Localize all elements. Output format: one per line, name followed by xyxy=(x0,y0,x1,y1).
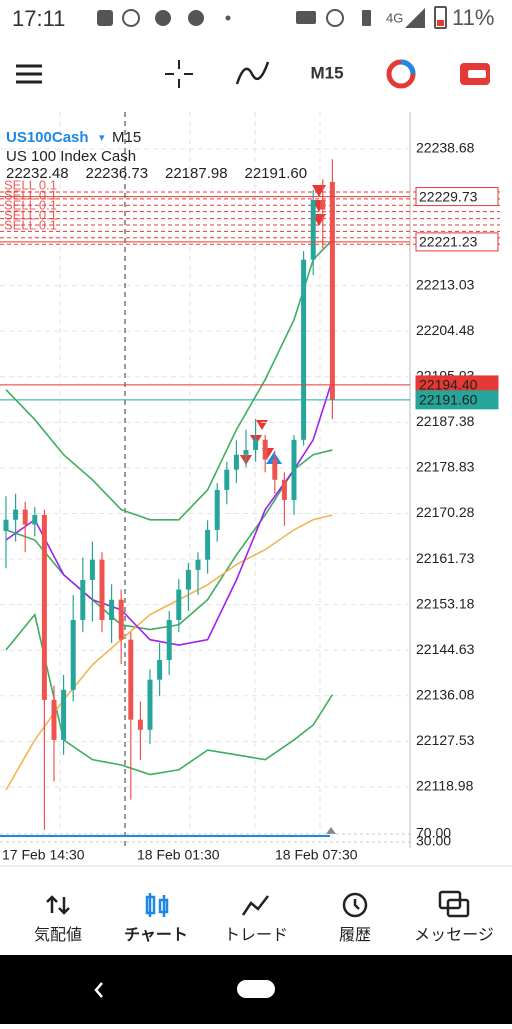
candle-body xyxy=(80,580,86,620)
nav-label[interactable]: 履歴 xyxy=(339,927,371,944)
x-tick-label: 17 Feb 14:30 xyxy=(2,847,85,863)
y-tick-label: 22118.98 xyxy=(416,778,474,794)
account-button[interactable] xyxy=(460,63,490,85)
nav-label[interactable]: チャート xyxy=(124,927,188,944)
nav-label[interactable]: 気配値 xyxy=(34,926,82,944)
price-label: 22221.23 xyxy=(419,234,478,250)
candle-body xyxy=(195,559,201,570)
price-label: 22191.60 xyxy=(419,392,478,408)
quote-value: 22187.98 xyxy=(165,165,228,182)
candle-body xyxy=(157,659,163,680)
menu-button[interactable] xyxy=(16,64,42,84)
candle-body xyxy=(51,699,57,740)
home-button[interactable] xyxy=(237,980,275,998)
y-tick-label: 22178.83 xyxy=(416,459,475,475)
indicator-line xyxy=(5,239,333,521)
candle-body xyxy=(310,199,316,260)
chart xyxy=(59,112,411,848)
quote-value: 22232.48 xyxy=(6,165,69,182)
battery: 11% xyxy=(452,5,494,30)
order-label: SELL 0.1 xyxy=(4,187,57,202)
quote-value: 22191.60 xyxy=(245,165,308,182)
y-tick-label: 22144.63 xyxy=(416,641,475,657)
candle-body xyxy=(109,599,115,620)
x-tick-label: 18 Feb 07:30 xyxy=(275,847,358,863)
buy-marker xyxy=(266,452,282,464)
candle-body xyxy=(22,509,28,525)
candle-body xyxy=(253,439,259,450)
oscillator-label: 30.00 xyxy=(416,833,451,849)
candle-body xyxy=(166,619,172,660)
price-box xyxy=(415,390,499,410)
candle-body xyxy=(118,599,124,640)
candle-body xyxy=(32,514,38,525)
candle-body xyxy=(41,514,47,700)
status-icons xyxy=(97,6,447,29)
network: 4G xyxy=(386,10,403,25)
order-label: SELL 0.1 xyxy=(4,197,57,212)
y-tick-label: 22187.38 xyxy=(416,413,475,429)
candle-body xyxy=(99,559,105,620)
candle-body xyxy=(301,259,307,440)
price-label: 22194.40 xyxy=(419,377,478,393)
clock: 17:11 xyxy=(12,6,65,31)
candle-body xyxy=(3,519,9,531)
y-tick-label: 22161.73 xyxy=(416,550,475,566)
candle-body xyxy=(243,449,249,455)
candle-body xyxy=(13,509,19,520)
candle-body xyxy=(89,559,95,581)
y-tick-label: 22153.18 xyxy=(416,595,475,611)
oscillator-marker xyxy=(326,827,336,834)
candle-body xyxy=(176,589,182,620)
symbol-description: US 100 Index Cash xyxy=(6,148,136,165)
candle-body xyxy=(329,181,335,400)
candle-body xyxy=(61,689,67,740)
price-box xyxy=(415,232,499,252)
candle-body xyxy=(262,439,268,460)
order-label: SELL 0.1 xyxy=(4,177,57,192)
order-label: SELL 0.1 xyxy=(4,207,57,222)
y-tick-label: 22204.48 xyxy=(416,322,475,338)
price-label: 22229.73 xyxy=(419,188,478,204)
timeframe-button[interactable]: M15 xyxy=(310,63,343,82)
crosshair-button[interactable] xyxy=(165,60,193,88)
order-label: SELL 0.1 xyxy=(4,217,57,232)
candle-body xyxy=(137,719,143,730)
candle-body xyxy=(70,619,76,690)
candle-body xyxy=(205,529,211,560)
bottom-nav xyxy=(0,866,512,955)
candle-body xyxy=(224,469,230,490)
quote-value: 22236.73 xyxy=(86,165,149,182)
y-tick-label: 22170.28 xyxy=(416,504,475,520)
candle-body xyxy=(272,459,278,480)
trade-button[interactable] xyxy=(386,59,416,89)
candle-body xyxy=(214,489,220,530)
chart-timeframe: M15 xyxy=(112,129,141,146)
y-tick-label: 22127.53 xyxy=(416,732,475,748)
nav-label[interactable]: メッセージ xyxy=(414,927,494,944)
symbol-caret: ▾ xyxy=(99,132,105,144)
back-button[interactable] xyxy=(94,982,103,998)
oscillator-label: 70.00 xyxy=(416,825,451,841)
candle-body xyxy=(233,454,239,470)
nav-label[interactable]: トレード xyxy=(224,927,288,944)
y-tick-label: 22238.68 xyxy=(416,140,475,156)
candle-body xyxy=(281,479,287,501)
candle-body xyxy=(320,199,326,210)
indicators-button[interactable] xyxy=(235,61,270,85)
x-tick-label: 18 Feb 01:30 xyxy=(137,847,220,863)
symbol[interactable]: US100Cash xyxy=(6,129,89,146)
y-tick-label: 22213.03 xyxy=(416,276,475,292)
candle-body xyxy=(147,679,153,730)
candle-body xyxy=(291,439,297,501)
nav-icons xyxy=(46,890,470,918)
candle-body xyxy=(185,569,191,590)
y-tick-label: 22136.08 xyxy=(416,686,475,702)
candle-body xyxy=(128,639,134,720)
indicator-line xyxy=(5,449,333,631)
price-box xyxy=(415,187,499,207)
v-grid xyxy=(59,112,321,830)
